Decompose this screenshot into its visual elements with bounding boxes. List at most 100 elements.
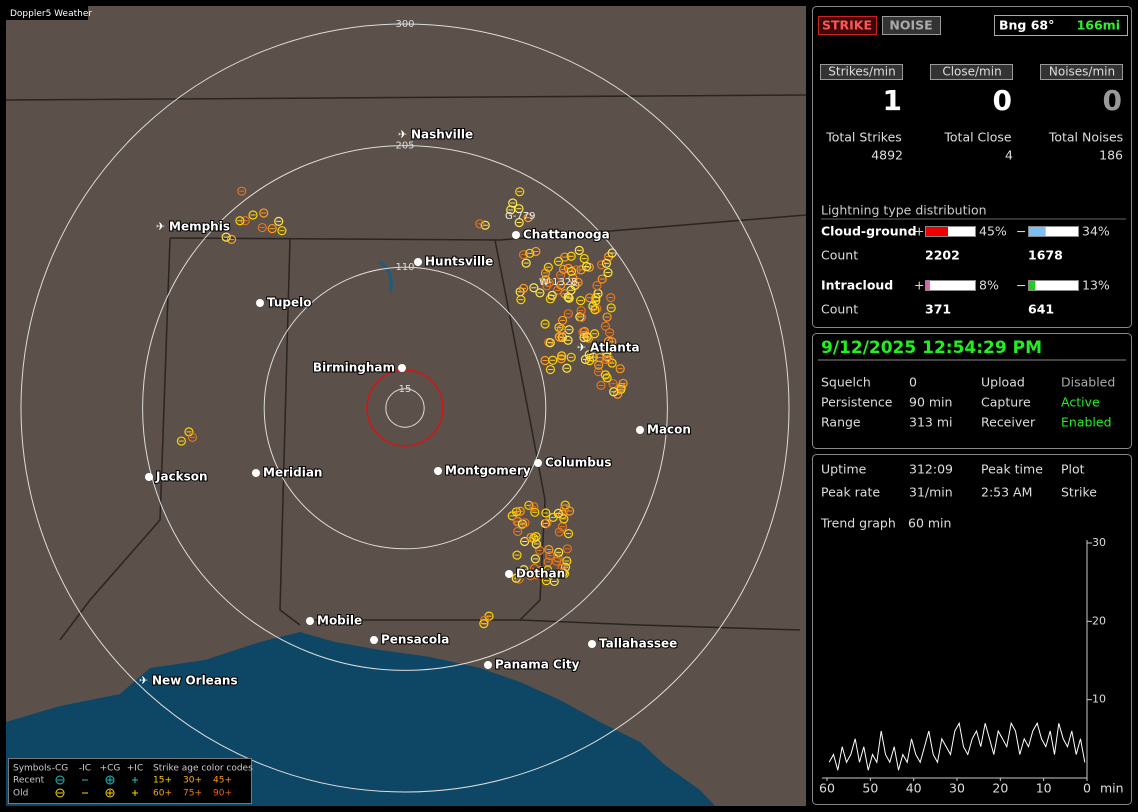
strike-symbol (531, 532, 541, 542)
pct-track (1028, 226, 1079, 237)
setting: Range (821, 415, 861, 430)
strike-symbol (187, 432, 198, 442)
strike-symbol (584, 350, 594, 360)
city-dot (512, 231, 520, 239)
count-value: 371 (925, 302, 951, 317)
legend-age: 15+ (153, 776, 172, 786)
strike-symbol (601, 258, 612, 268)
sign: + (914, 278, 924, 293)
legend-row: Old (13, 789, 28, 799)
strike-symbol (555, 270, 566, 280)
strike-symbol (547, 290, 557, 301)
strike-symbol (513, 526, 523, 537)
strike-symbol (511, 507, 522, 517)
range-label: 15 (399, 384, 412, 395)
strike-button-label[interactable]: STRIKE (822, 18, 872, 33)
rate-value: 0 (1103, 84, 1122, 117)
legend-symbol (105, 775, 115, 785)
legend-symbol (55, 775, 65, 785)
strike-symbol (563, 335, 573, 345)
setting: 313 mi (909, 415, 952, 430)
strike-symbol (545, 338, 555, 348)
river (379, 260, 393, 293)
noise-button-label[interactable]: NOISE (889, 18, 932, 33)
strike-button[interactable] (818, 16, 877, 35)
setting: Receiver (981, 415, 1036, 430)
strike-symbol (475, 219, 485, 229)
strike-symbol (541, 508, 551, 518)
city-label: Tallahassee (599, 637, 677, 651)
strike-symbol (515, 506, 525, 516)
setting: 0 (909, 375, 917, 390)
legend-type: -IC (79, 764, 91, 774)
stat: Plot (1061, 462, 1085, 477)
strike-symbol (590, 305, 600, 315)
strike-symbol (556, 324, 567, 334)
trend-label: Trend graph (820, 516, 896, 531)
strike-symbol (523, 213, 533, 223)
strike-symbol (554, 547, 564, 557)
strike-symbol (530, 554, 540, 564)
strike-symbol (540, 319, 550, 329)
rate-button (820, 64, 903, 80)
setting: Persistence (821, 395, 893, 410)
stats-box (812, 6, 1132, 328)
setting: 90 min (909, 395, 952, 410)
city-label: Mobile (317, 614, 362, 628)
strike-symbol (579, 253, 589, 264)
strike-symbol (526, 532, 536, 543)
city-label: Jackson (155, 470, 208, 484)
strike-symbol (552, 556, 562, 566)
legend-symbol (105, 788, 115, 798)
strike-symbol (554, 527, 564, 537)
strike-symbol (605, 328, 615, 338)
strike-symbol (566, 251, 576, 261)
pct-bar (1029, 227, 1046, 236)
strike-symbol (554, 322, 564, 333)
setting: Disabled (1061, 375, 1115, 390)
pct-track (925, 280, 976, 291)
city-label: Pensacola (381, 633, 449, 647)
x-tick-label: 20 (992, 781, 1008, 796)
airport-icon: ✈ (156, 220, 165, 233)
rate-label: Noises/min (1049, 65, 1115, 79)
rate-value: 1 (883, 84, 902, 117)
strike-symbol (559, 514, 569, 524)
strike-symbol (511, 573, 521, 583)
strike-symbol (576, 312, 587, 322)
city-label: Huntsville (425, 255, 493, 269)
total-label: Total Close (943, 130, 1012, 145)
strike-symbol (529, 563, 540, 573)
strike-symbol (518, 250, 529, 260)
noise-button[interactable] (882, 16, 941, 35)
x-unit: min (1100, 781, 1124, 796)
strike-symbol (542, 281, 552, 291)
sign: − (1016, 278, 1026, 293)
strike-symbol (274, 216, 284, 226)
strike-symbol (535, 566, 545, 576)
strike-symbol (600, 321, 611, 331)
strike-symbol (557, 351, 567, 361)
strike-symbol (556, 280, 566, 290)
city-label: Memphis (169, 220, 230, 234)
range-ring (385, 388, 425, 428)
count-value: 641 (1028, 302, 1054, 317)
city-label: Atlanta (590, 341, 640, 355)
pct-track (925, 226, 976, 237)
type-name: Cloud-ground (821, 224, 917, 239)
map-title: Doppler5 Weather (10, 9, 92, 19)
city-dot (256, 299, 264, 307)
airport-icon: ✈ (139, 674, 148, 687)
strike-symbol (579, 326, 590, 337)
strike-symbol (576, 305, 586, 316)
pct-label: 8% (979, 278, 999, 293)
strike-symbol (566, 266, 577, 276)
legend: Symbols -CG -IC +CG +IC Strike age color code… (8, 758, 253, 804)
legend-symbol (55, 788, 65, 798)
range-label: 110 (395, 262, 414, 273)
pct-bar (926, 227, 949, 236)
strike-symbol (529, 283, 539, 293)
strike-symbol (601, 354, 611, 365)
strike-symbol (563, 309, 573, 319)
